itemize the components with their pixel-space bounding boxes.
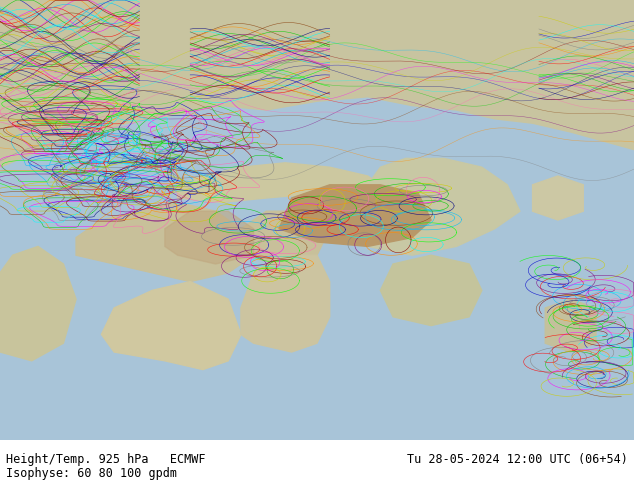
Polygon shape [380,255,482,325]
Polygon shape [0,246,76,361]
Text: Height/Temp. 925 hPa   ECMWF: Height/Temp. 925 hPa ECMWF [6,452,206,466]
Polygon shape [76,202,254,282]
Polygon shape [178,163,393,202]
Polygon shape [368,158,520,255]
Polygon shape [533,176,583,220]
Polygon shape [0,0,634,167]
Polygon shape [241,211,330,264]
Polygon shape [279,185,431,246]
Polygon shape [165,211,254,264]
Text: Isophyse: 60 80 100 gpdm: Isophyse: 60 80 100 gpdm [6,467,178,480]
Polygon shape [101,282,241,369]
Text: Tu 28-05-2024 12:00 UTC (06+54): Tu 28-05-2024 12:00 UTC (06+54) [407,452,628,466]
Polygon shape [241,255,330,352]
Polygon shape [545,299,596,352]
